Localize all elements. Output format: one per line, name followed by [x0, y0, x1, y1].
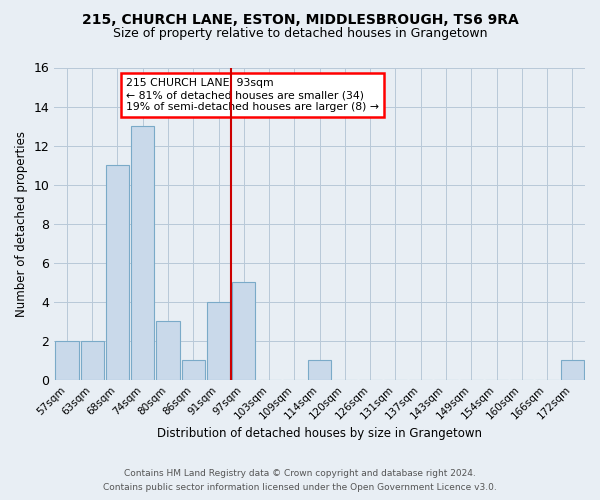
- Bar: [80, 340, 104, 380]
- Bar: [232, 282, 256, 380]
- Text: Size of property relative to detached houses in Grangetown: Size of property relative to detached ho…: [113, 28, 487, 40]
- Text: Contains HM Land Registry data © Crown copyright and database right 2024.: Contains HM Land Registry data © Crown c…: [124, 468, 476, 477]
- Bar: [55, 340, 79, 380]
- Text: 215, CHURCH LANE, ESTON, MIDDLESBROUGH, TS6 9RA: 215, CHURCH LANE, ESTON, MIDDLESBROUGH, …: [82, 12, 518, 26]
- Y-axis label: Number of detached properties: Number of detached properties: [15, 130, 28, 316]
- Bar: [106, 165, 129, 380]
- Bar: [308, 360, 331, 380]
- Text: Contains public sector information licensed under the Open Government Licence v3: Contains public sector information licen…: [103, 484, 497, 492]
- Bar: [131, 126, 154, 380]
- Bar: [207, 302, 230, 380]
- Bar: [561, 360, 584, 380]
- Bar: [157, 321, 179, 380]
- X-axis label: Distribution of detached houses by size in Grangetown: Distribution of detached houses by size …: [157, 427, 482, 440]
- Bar: [182, 360, 205, 380]
- Text: 215 CHURCH LANE: 93sqm
← 81% of detached houses are smaller (34)
19% of semi-det: 215 CHURCH LANE: 93sqm ← 81% of detached…: [126, 78, 379, 112]
